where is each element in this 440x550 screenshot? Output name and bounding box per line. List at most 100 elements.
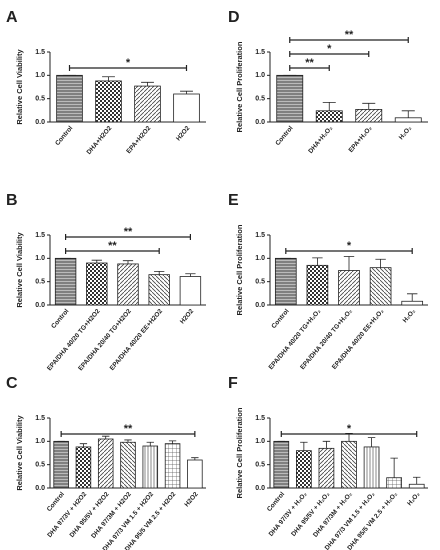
bar: [164, 443, 181, 489]
bar: [53, 440, 69, 489]
y-tick-label: 1.0: [35, 72, 45, 79]
bar: [355, 109, 383, 123]
significance-bracket: [285, 248, 413, 254]
bar: [75, 446, 92, 489]
y-tick-label: 1.5: [255, 415, 265, 422]
y-tick-label: 0.5: [35, 462, 45, 469]
error-bar: [122, 260, 134, 264]
error-bar: [412, 476, 421, 485]
error-bar: [102, 435, 110, 439]
significance-label: *: [347, 423, 352, 435]
y-tick-label: 1.5: [35, 232, 45, 239]
significance-label: *: [347, 240, 352, 252]
error-bar: [322, 440, 331, 449]
significance-bracket: [65, 248, 160, 254]
x-tick-label: H₂O₂: [398, 125, 413, 141]
bar: [408, 483, 425, 489]
panel-letter: E: [228, 192, 239, 209]
x-tick-label: H₂O₂: [402, 308, 417, 324]
error-bar: [390, 457, 398, 478]
significance-bracket: [60, 431, 196, 437]
bar: [117, 263, 139, 306]
bar: [341, 440, 357, 489]
bar: [306, 264, 329, 306]
y-tick-label: 0.5: [255, 279, 265, 286]
significance-label: **: [305, 57, 314, 69]
bar: [142, 445, 159, 489]
significance-bracket: [289, 37, 409, 43]
panel-letter: D: [228, 9, 240, 26]
y-tick-label: 0.5: [255, 96, 265, 103]
panel-letter: C: [6, 375, 18, 392]
error-bar: [141, 81, 154, 87]
significance-bracket: [289, 51, 370, 57]
error-bar: [102, 76, 115, 81]
significance-bracket: [68, 65, 188, 71]
x-tick-label: H₂O₂: [406, 491, 421, 507]
bar: [315, 110, 343, 123]
significance-label: *: [327, 43, 332, 55]
bar: [276, 74, 304, 123]
error-bar: [367, 437, 376, 447]
y-tick-label: 1.5: [35, 49, 45, 56]
y-tick-label: 0.0: [255, 485, 265, 492]
bar: [86, 262, 108, 306]
x-tick-label: DHA+H2O2: [86, 125, 114, 156]
y-tick-label: 0.0: [35, 302, 45, 309]
y-tick-label: 1.5: [255, 49, 265, 56]
error-bar: [79, 443, 88, 447]
bar: [134, 85, 161, 123]
y-tick-label: 0.5: [35, 96, 45, 103]
y-tick-label: 0.5: [255, 462, 265, 469]
bar: [173, 93, 200, 123]
error-bar: [406, 293, 418, 302]
bar: [394, 117, 422, 123]
bar: [273, 440, 290, 489]
significance-label: **: [108, 240, 117, 252]
error-bar: [154, 271, 165, 275]
error-bar: [312, 257, 323, 266]
x-tick-label: EPA/DHA 40/20 TG+H2O2: [46, 308, 102, 373]
bar: [56, 74, 83, 123]
y-tick-label: 0.0: [35, 485, 45, 492]
bar: [95, 80, 122, 123]
bar: [401, 300, 424, 306]
x-tick-label: Control: [50, 308, 70, 330]
y-axis-label: Relative Cell Proliferation: [235, 41, 244, 132]
y-tick-label: 1.0: [35, 438, 45, 445]
x-tick-label: DHA+H₂O₂: [307, 125, 334, 155]
y-tick-label: 0.5: [35, 279, 45, 286]
y-tick-label: 1.0: [255, 72, 265, 79]
x-tick-label: Control: [266, 491, 286, 513]
y-tick-label: 1.0: [255, 255, 265, 262]
error-bar: [322, 102, 336, 111]
significance-bracket: [65, 234, 191, 240]
error-bar: [362, 102, 376, 110]
y-axis-label: Relative Cell Viability: [15, 232, 24, 308]
x-tick-label: DHA 97/3M + H₂O₂: [312, 491, 354, 539]
error-bar: [168, 440, 177, 444]
bar: [187, 459, 203, 489]
significance-label: **: [124, 226, 133, 238]
y-tick-label: 1.0: [255, 438, 265, 445]
panel-letter: B: [6, 192, 18, 209]
error-bar: [401, 110, 415, 118]
x-tick-label: H2O2: [179, 308, 196, 326]
y-tick-label: 1.5: [35, 415, 45, 422]
x-tick-label: Control: [46, 491, 66, 513]
y-tick-label: 0.0: [255, 119, 265, 126]
error-bar: [300, 441, 308, 451]
error-bar: [91, 259, 102, 263]
y-axis-label: Relative Cell Proliferation: [235, 224, 244, 315]
error-bar: [185, 273, 196, 277]
x-tick-label: DHA 97/3M + H2O2: [90, 491, 133, 540]
bar: [318, 447, 335, 489]
error-bar: [375, 258, 386, 268]
x-tick-label: EPA+H2O2: [125, 125, 152, 156]
y-tick-label: 0.0: [35, 119, 45, 126]
x-tick-label: EPA/DHA 40/20 EE+H₂O₂: [331, 308, 386, 371]
bar: [97, 438, 114, 489]
y-tick-label: 0.0: [255, 302, 265, 309]
x-tick-label: EPA/DHA 20/40 TG+H2O2: [77, 308, 133, 373]
